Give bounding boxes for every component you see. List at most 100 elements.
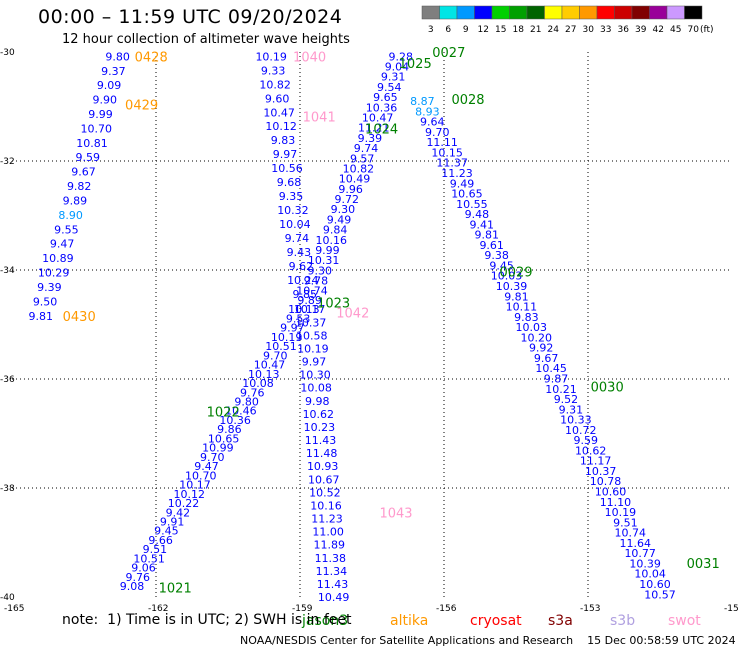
credit-line: NOAA/NESDIS Center for Satellite Applica…: [240, 634, 736, 647]
wave-height-value: 9.45: [154, 525, 179, 538]
wave-height-value: 10.57: [644, 588, 676, 601]
wave-height-value: 10.15: [431, 146, 463, 159]
wave-height-value: 10.19: [255, 50, 287, 63]
wave-height-value: 10.32: [277, 204, 309, 217]
wave-height-value: 9.97: [273, 148, 298, 161]
wave-height-value: 9.81: [475, 229, 500, 242]
wave-height-value: 9.98: [305, 395, 330, 408]
wave-height-value: 9.08: [120, 580, 145, 593]
wave-height-value: 10.60: [595, 486, 627, 499]
wave-height-value: 9.38: [484, 249, 509, 262]
x-tick-label: -159: [292, 604, 313, 614]
wave-height-value: 11.23: [311, 513, 343, 526]
wave-height-value: 10.56: [271, 162, 303, 175]
wave-height-value: 10.11: [506, 301, 538, 314]
color-level-label: 45: [670, 25, 681, 35]
wave-height-value: 10.03: [516, 321, 548, 334]
satellite-legend-entry: cryosat: [470, 613, 522, 629]
wave-height-value: 9.83: [271, 134, 296, 147]
wave-height-value: 10.60: [639, 578, 671, 591]
wave-height-value: 9.90: [93, 94, 118, 107]
wave-height-value: 9.53: [286, 312, 311, 325]
wave-height-value: 11.11: [426, 136, 458, 149]
wave-height-value: 9.49: [450, 177, 475, 190]
wave-height-value: 9.99: [315, 244, 340, 257]
color-level-label: 36: [618, 25, 630, 35]
color-level-label: 12: [478, 25, 489, 35]
wave-height-value: 10.19: [271, 331, 303, 344]
wave-height-value: 11.89: [313, 539, 345, 552]
y-tick-label: -32: [0, 157, 15, 167]
pass-time-label: 1023: [317, 297, 350, 312]
wave-height-value: 9.89: [63, 194, 88, 207]
wave-height-value: 9.43: [287, 246, 312, 259]
color-swatch: [561, 5, 580, 20]
wave-height-value: 9.97: [280, 322, 305, 335]
y-tick-label: -38: [0, 484, 15, 494]
wave-height-value: 10.17: [294, 303, 326, 316]
footnote: note: 1) Time is in UTC; 2) SWH is in fe…: [62, 612, 352, 628]
wave-height-value: 11.43: [317, 578, 349, 591]
pass-time-label: 1042: [336, 307, 369, 322]
wave-height-value: 10.04: [279, 218, 311, 231]
wave-height-value: 8.87: [410, 95, 435, 108]
wave-height-value: 9.59: [75, 151, 100, 164]
satellite-legend-entry: s3b: [610, 613, 635, 629]
wave-height-value: 9.47: [194, 460, 219, 473]
color-swatch: [684, 5, 703, 20]
wave-height-value: 10.12: [265, 120, 297, 133]
wave-height-value: 10.21: [545, 383, 577, 396]
wave-height-value: 10.17: [179, 479, 211, 492]
wave-height-value: 10.46: [225, 405, 257, 418]
color-unit-label: (ft): [700, 25, 714, 35]
wave-height-value: 11.48: [306, 447, 338, 460]
wave-height-value: 9.04: [385, 61, 410, 74]
pass-time-label: 1022: [207, 406, 240, 421]
wave-height-value: 9.86: [217, 423, 242, 436]
wave-height-value: 11.17: [580, 455, 612, 468]
color-level-label: 39: [635, 25, 647, 35]
wave-height-value: 9.83: [514, 311, 539, 324]
wave-height-value: 9.66: [148, 534, 173, 547]
color-level-label: 70: [688, 25, 700, 35]
pass-time-label: 1025: [399, 57, 432, 72]
wave-height-value: 9.97: [302, 356, 327, 369]
wave-height-value: 10.52: [309, 486, 341, 499]
wave-height-value: 10.99: [202, 442, 234, 455]
wave-height-value: 10.23: [304, 421, 336, 434]
color-level-label: 3: [428, 25, 434, 35]
color-level-label: 30: [583, 25, 595, 35]
wave-height-value: 9.65: [373, 91, 398, 104]
wave-height-value: 9.41: [470, 218, 495, 231]
color-level-label: 27: [565, 25, 576, 35]
wave-height-value: 10.03: [491, 270, 523, 283]
wave-height-value: 9.74: [354, 142, 379, 155]
color-swatch: [614, 5, 633, 20]
wave-height-value: 10.74: [296, 285, 328, 298]
wave-height-value: 9.35: [279, 190, 304, 203]
wave-height-value: 11.10: [600, 496, 632, 509]
wave-height-value: 10.82: [259, 78, 291, 91]
satellite-legend-entry: swot: [668, 613, 701, 629]
wave-height-value: 10.65: [208, 432, 240, 445]
wave-height-value: 11.21: [358, 122, 390, 135]
color-swatch: [421, 5, 440, 20]
wave-height-value: 10.47: [362, 111, 394, 124]
color-level-label: 21: [530, 25, 541, 35]
wave-height-value: 9.80: [234, 396, 259, 409]
wave-height-value: 10.81: [76, 137, 108, 150]
pass-time-label: 0029: [499, 266, 532, 281]
wave-height-value: 9.82: [67, 180, 92, 193]
wave-height-value: 10.31: [308, 254, 340, 267]
color-swatch: [491, 5, 510, 20]
wave-height-value: 9.67: [71, 166, 96, 179]
wave-height-value: 9.74: [285, 232, 310, 245]
pass-time-label: 1041: [303, 110, 336, 125]
wave-height-value: 9.99: [88, 108, 113, 121]
wave-height-value: 9.84: [323, 224, 348, 237]
wave-height-value: 10.22: [168, 497, 200, 510]
wave-height-value: 9.31: [559, 403, 584, 416]
page-subtitle: 12 hour collection of altimeter wave hei…: [62, 32, 350, 47]
wave-height-value: 9.47: [50, 238, 75, 251]
